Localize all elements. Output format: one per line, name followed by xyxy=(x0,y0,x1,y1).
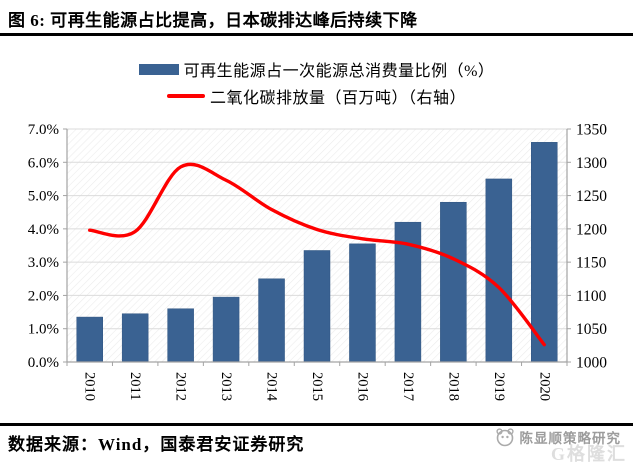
bar-series-swatch xyxy=(138,63,179,75)
bar-2013 xyxy=(212,296,240,363)
left-axis-label: 1.0% xyxy=(28,322,59,338)
left-axis-label: 4.0% xyxy=(28,222,59,238)
legend-item-line: 二氧化碳排放量（百万吨）（右轴） xyxy=(166,86,466,107)
data-source-note: 数据来源：Wind，国泰君安证券研究 xyxy=(8,435,305,454)
bar-2018 xyxy=(440,201,467,363)
legend-item-bar: 可再生能源占一次能源总消费量比例（%） xyxy=(138,59,495,80)
left-axis-label: 5.0% xyxy=(28,189,59,205)
bar-2010 xyxy=(76,316,103,363)
line-series-swatch xyxy=(166,94,205,98)
left-axis-label: 7.0% xyxy=(28,122,59,138)
x-axis-label: 2011 xyxy=(127,372,143,400)
bar-2012 xyxy=(167,308,194,363)
bar-2016 xyxy=(349,243,376,363)
footer-divider xyxy=(0,423,633,426)
x-axis-label: 2018 xyxy=(445,372,461,401)
right-axis-label: 1350 xyxy=(576,122,607,139)
right-axis-label: 1050 xyxy=(576,321,607,338)
right-axis-label: 1250 xyxy=(576,188,607,205)
x-axis-label: 2017 xyxy=(400,372,416,401)
x-axis-label: 2015 xyxy=(309,372,325,401)
legend-label-bar: 可再生能源占一次能源总消费量比例（%） xyxy=(183,63,495,80)
watermark-brand-logo: G格隆汇 xyxy=(550,444,627,464)
x-axis-label: 2014 xyxy=(264,372,280,402)
left-axis-label: 2.0% xyxy=(28,288,59,304)
bar-2015 xyxy=(303,250,331,363)
bar-2019 xyxy=(485,178,513,363)
right-axis-label: 1300 xyxy=(576,155,607,172)
co2-line xyxy=(88,162,546,347)
combo-chart: 0.0% 1000 1.0% 1050 2.0% 1100 3.0% 1150 4.0% 1200… xyxy=(0,113,633,425)
legend-label-line: 二氧化碳排放量（百万吨）（右轴） xyxy=(209,90,466,107)
x-axis-label: 2020 xyxy=(536,372,552,401)
watermark: 陈显顺策略研究 xyxy=(494,426,622,448)
x-axis-label: 2013 xyxy=(218,372,234,401)
bar-2011 xyxy=(121,313,149,363)
x-axis-label: 2010 xyxy=(82,372,98,401)
chart-svg: 0.0% 1000 1.0% 1050 2.0% 1100 3.0% 1150 4.0% 1200… xyxy=(28,122,608,402)
chart-legend: 可再生能源占一次能源总消费量比例（%） 二氧化碳排放量（百万吨）（右轴） xyxy=(0,59,633,107)
left-axis-label: 3.0% xyxy=(28,255,59,271)
left-axis-label: 0.0% xyxy=(28,355,59,371)
right-axis-label: 1000 xyxy=(576,355,607,372)
figure-title: 图 6: 可再生能源占比提高，日本碳排达峰后持续下降 xyxy=(8,11,418,30)
title-divider xyxy=(0,33,633,36)
right-axis-label: 1200 xyxy=(576,221,607,238)
x-axis-label: 2019 xyxy=(491,372,507,401)
panda-logo-icon xyxy=(495,428,514,447)
left-axis-label: 6.0% xyxy=(28,155,59,171)
watermark-text: 陈显顺策略研究 xyxy=(519,431,621,446)
right-axis-label: 1150 xyxy=(576,255,607,272)
bar-2020 xyxy=(531,142,558,363)
x-axis-label: 2016 xyxy=(354,372,370,401)
right-axis-label: 1100 xyxy=(576,288,607,305)
x-axis-label: 2012 xyxy=(173,372,189,401)
bar-2014 xyxy=(258,278,285,363)
